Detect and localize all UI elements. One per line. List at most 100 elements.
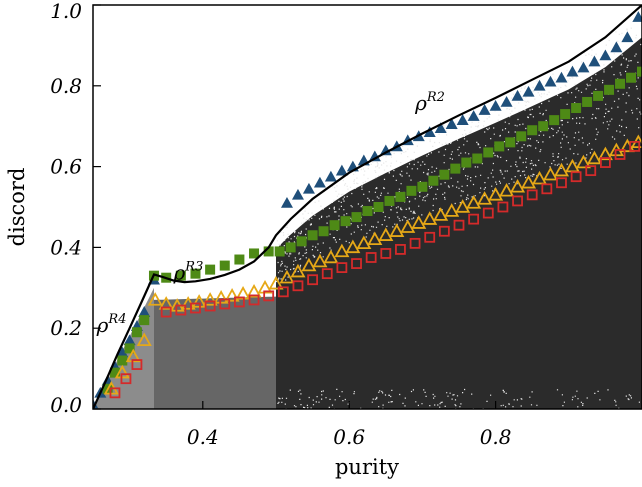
marker	[538, 121, 549, 132]
series-1	[93, 11, 642, 409]
marker	[158, 296, 174, 310]
marker	[109, 367, 120, 378]
marker	[489, 100, 502, 111]
marker	[395, 244, 406, 255]
y-tick-label-5: 1.0	[50, 0, 82, 23]
shaded-region-3	[276, 37, 642, 409]
x-axis-label: purity	[335, 455, 399, 479]
marker	[610, 41, 623, 53]
marker	[123, 334, 136, 346]
marker	[116, 346, 129, 358]
marker	[571, 103, 582, 114]
marker	[516, 131, 527, 142]
marker	[345, 239, 361, 254]
marker	[453, 219, 465, 231]
marker	[313, 176, 326, 188]
marker	[380, 248, 392, 259]
marker	[433, 207, 449, 221]
marker	[549, 115, 560, 126]
marker	[356, 235, 372, 250]
marker	[614, 149, 626, 160]
marker	[582, 96, 593, 107]
marker	[497, 201, 509, 213]
marker	[553, 162, 570, 177]
marker	[477, 191, 493, 205]
series-2	[102, 66, 642, 394]
marker	[190, 302, 201, 314]
marker	[263, 290, 275, 302]
marker	[526, 189, 538, 201]
marker	[445, 118, 458, 129]
marker	[483, 147, 494, 158]
marker	[323, 249, 339, 264]
y-tick-labels: 0.0 0.2 0.4 0.6 0.8 1.0	[50, 0, 82, 417]
annotation-2: ρR3	[173, 260, 204, 285]
y-tick-label-4: 0.8	[50, 74, 82, 98]
marker	[555, 71, 568, 83]
marker	[204, 300, 216, 312]
marker	[120, 373, 132, 385]
marker	[586, 150, 602, 165]
marker	[500, 95, 513, 107]
marker	[147, 292, 163, 306]
marker	[468, 213, 480, 225]
x-tick-label-1: 0.6	[333, 425, 365, 449]
marker	[400, 219, 416, 233]
marker	[615, 78, 626, 89]
marker	[541, 183, 553, 195]
marker	[512, 195, 523, 207]
marker	[131, 359, 143, 370]
marker	[409, 237, 421, 249]
marker	[424, 231, 436, 243]
marker	[205, 264, 216, 275]
marker	[417, 181, 428, 192]
marker	[577, 61, 590, 73]
marker	[456, 114, 469, 125]
marker	[138, 306, 151, 317]
marker	[291, 188, 304, 200]
marker	[478, 104, 491, 115]
marker	[224, 288, 240, 302]
marker	[365, 252, 377, 263]
marker	[285, 242, 296, 253]
marker	[219, 260, 230, 271]
marker	[560, 109, 571, 120]
marker	[629, 140, 641, 152]
marker	[351, 212, 362, 223]
marker	[439, 169, 450, 180]
shaded-regions	[93, 37, 642, 409]
marker	[246, 283, 262, 298]
marker	[379, 144, 392, 156]
marker	[139, 315, 150, 326]
marker	[450, 163, 461, 174]
marker	[301, 257, 317, 272]
annotation-3: ρR4	[96, 312, 127, 337]
marker	[488, 187, 504, 201]
marker	[307, 274, 319, 286]
marker	[406, 185, 417, 196]
marker	[542, 166, 559, 181]
x-tick-label-0: 0.4	[187, 425, 219, 449]
marker	[389, 223, 405, 237]
marker	[499, 182, 515, 197]
marker	[378, 227, 394, 241]
shaded-region-1	[93, 287, 154, 409]
marker	[482, 207, 494, 219]
marker	[190, 268, 201, 279]
marker	[373, 202, 384, 212]
marker	[434, 122, 447, 134]
marker	[367, 231, 383, 246]
marker	[248, 294, 260, 306]
marker	[467, 110, 480, 121]
marker	[324, 170, 337, 182]
marker	[175, 304, 187, 316]
marker	[318, 226, 329, 237]
y-tick-label-3: 0.6	[50, 155, 82, 179]
y-axis-label: discord	[5, 168, 29, 247]
marker	[292, 280, 304, 292]
y-tick-label-2: 0.4	[50, 235, 82, 259]
marker	[395, 191, 406, 202]
marker	[302, 182, 315, 194]
marker	[274, 246, 285, 257]
